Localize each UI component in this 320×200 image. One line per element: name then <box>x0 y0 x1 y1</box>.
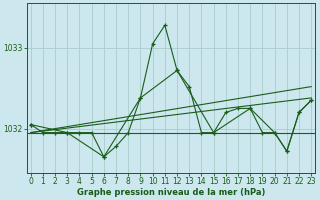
X-axis label: Graphe pression niveau de la mer (hPa): Graphe pression niveau de la mer (hPa) <box>77 188 265 197</box>
